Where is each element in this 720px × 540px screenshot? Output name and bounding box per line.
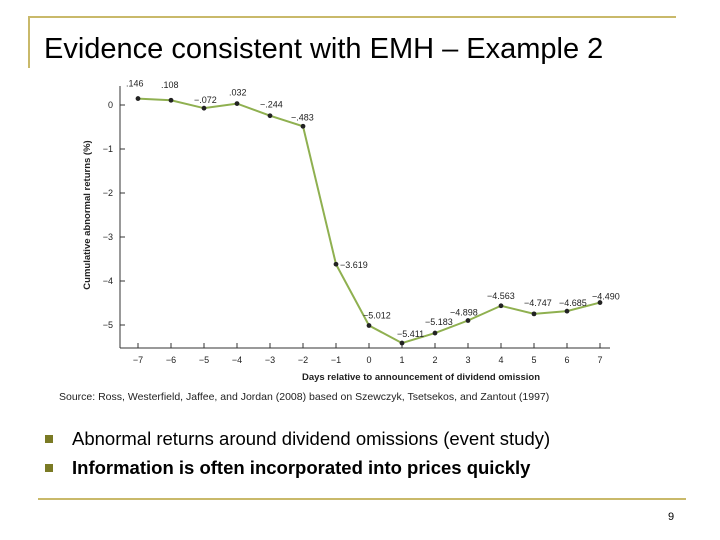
data-point bbox=[531, 311, 537, 317]
x-tick-label: 4 bbox=[498, 355, 503, 365]
x-tick-label: 1 bbox=[399, 355, 404, 365]
x-tick-label: 7 bbox=[597, 355, 602, 365]
x-tick-label: −2 bbox=[298, 355, 308, 365]
x-tick-label: 3 bbox=[465, 355, 470, 365]
x-tick-label: −3 bbox=[265, 355, 275, 365]
x-tick-label: 6 bbox=[564, 355, 569, 365]
x-tick-label: −1 bbox=[331, 355, 341, 365]
data-point bbox=[498, 303, 504, 309]
square-bullet-icon bbox=[45, 464, 53, 472]
x-tick-label: −5 bbox=[199, 355, 209, 365]
data-point bbox=[300, 123, 306, 129]
data-label: −.072 bbox=[194, 95, 217, 105]
frame-bottom-rule bbox=[38, 498, 686, 500]
data-point bbox=[234, 101, 240, 106]
data-point bbox=[564, 308, 570, 314]
bullet-list: Abnormal returns around dividend omissio… bbox=[44, 424, 550, 482]
data-label: −3.619 bbox=[340, 260, 368, 270]
data-label: −4.747 bbox=[524, 298, 552, 308]
x-tick-label: 2 bbox=[432, 355, 437, 365]
data-point bbox=[432, 330, 438, 336]
data-label: −4.685 bbox=[559, 298, 587, 308]
data-label: −4.563 bbox=[487, 291, 515, 301]
data-label: −5.411 bbox=[397, 329, 424, 339]
data-point bbox=[168, 97, 174, 103]
y-tick-label: −3 bbox=[103, 232, 113, 242]
data-point bbox=[366, 323, 372, 328]
bullet-text: Information is often incorporated into p… bbox=[72, 457, 531, 478]
bullet-item-information: Information is often incorporated into p… bbox=[44, 453, 550, 482]
bullet-text: Abnormal returns around dividend omissio… bbox=[72, 428, 551, 449]
y-tick-label: 0 bbox=[108, 100, 113, 110]
data-point bbox=[267, 113, 273, 119]
data-label: −4.490 bbox=[592, 292, 620, 302]
data-point bbox=[597, 300, 603, 305]
data-label: −.244 bbox=[260, 100, 283, 110]
page-number: 9 bbox=[668, 511, 675, 523]
data-label: .108 bbox=[161, 80, 179, 90]
data-point bbox=[201, 105, 207, 111]
data-point bbox=[333, 261, 339, 267]
y-tick-label: −5 bbox=[103, 320, 113, 330]
frame-top-rule bbox=[28, 16, 676, 18]
y-tick-label: −4 bbox=[103, 276, 113, 286]
y-tick-label: −1 bbox=[103, 144, 113, 154]
x-axis-label: Days relative to announcement of dividen… bbox=[302, 372, 540, 383]
data-point bbox=[465, 318, 471, 323]
data-label: −.483 bbox=[291, 112, 314, 122]
data-point bbox=[399, 340, 405, 346]
slide-title: Evidence consistent with EMH – Example 2 bbox=[44, 33, 604, 65]
y-axis-label: Cumulative abnormal returns (%) bbox=[82, 140, 93, 289]
source-caption: Source: Ross, Westerfield, Jaffee, and J… bbox=[59, 391, 550, 403]
x-tick-label: −4 bbox=[232, 355, 242, 365]
bullet-item-abnormal-returns: Abnormal returns around dividend omissio… bbox=[44, 424, 550, 453]
data-point bbox=[135, 96, 141, 101]
data-label: −5.183 bbox=[425, 317, 453, 327]
x-tick-label: −7 bbox=[133, 355, 143, 365]
data-label: .146 bbox=[126, 79, 144, 89]
x-tick-label: 5 bbox=[531, 355, 536, 365]
square-bullet-icon bbox=[45, 435, 53, 443]
x-tick-label: 0 bbox=[366, 355, 371, 365]
y-tick-label: −2 bbox=[103, 188, 113, 198]
data-label: .032 bbox=[229, 88, 247, 98]
data-label: −5.012 bbox=[363, 311, 391, 321]
data-label: −4.898 bbox=[450, 308, 478, 318]
x-tick-label: −6 bbox=[166, 355, 176, 365]
frame-left-rule bbox=[28, 16, 30, 68]
